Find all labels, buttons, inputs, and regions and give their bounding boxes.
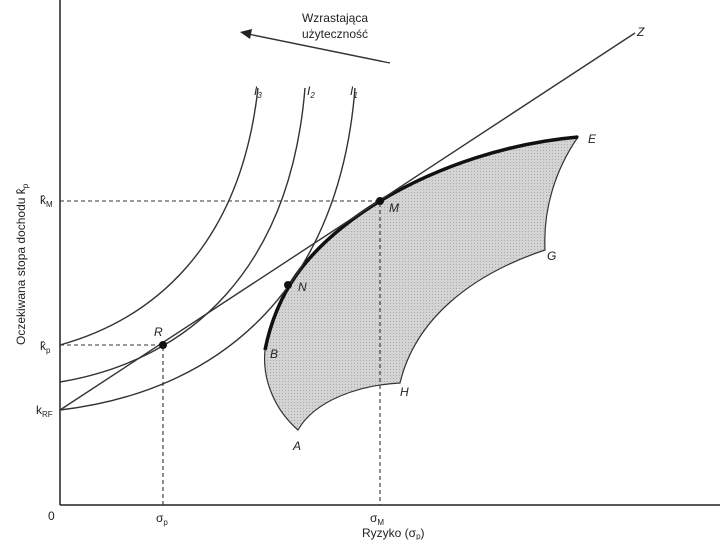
label-part: σ bbox=[156, 511, 164, 525]
point-label: G bbox=[547, 249, 556, 263]
label-part: ) bbox=[421, 526, 425, 540]
capital-market-line bbox=[59, 32, 636, 411]
point-label: E bbox=[588, 132, 597, 146]
label-part: k bbox=[36, 403, 43, 417]
indifference-curve bbox=[59, 87, 306, 383]
indifference-curve bbox=[59, 87, 356, 411]
utility-text: użyteczność bbox=[302, 27, 368, 41]
curve-label: I3 bbox=[254, 84, 262, 100]
y-tick-label: k̂p bbox=[40, 339, 51, 355]
point bbox=[376, 197, 384, 205]
label-part: M bbox=[377, 518, 384, 527]
point-label: B bbox=[270, 347, 278, 361]
label-part: 2 bbox=[309, 91, 315, 100]
label-part: I bbox=[350, 84, 354, 98]
origin-label: 0 bbox=[48, 509, 55, 523]
label-part: p bbox=[163, 518, 168, 527]
point-label: H bbox=[400, 385, 409, 399]
y-axis-label: Oczekiwana stopa dochodu k̂p bbox=[14, 183, 30, 345]
point-label: N bbox=[298, 280, 307, 294]
y-tick-label: kRF bbox=[36, 403, 53, 419]
y-tick-label: k̂M bbox=[40, 193, 53, 209]
point-label: Z bbox=[636, 25, 645, 39]
label-part: Ryzyko (σ bbox=[362, 526, 417, 540]
label-part: p bbox=[21, 183, 30, 188]
label-part: 3 bbox=[257, 91, 262, 100]
utility-arrow bbox=[247, 33, 391, 64]
label-part: I bbox=[254, 84, 258, 98]
arrow-head bbox=[240, 29, 252, 39]
x-tick-label: σp bbox=[156, 511, 168, 527]
label-part: I bbox=[307, 84, 311, 98]
point-label: A bbox=[292, 439, 301, 453]
utility-text: Wzrastająca bbox=[302, 11, 368, 25]
label-part: RF bbox=[42, 410, 53, 419]
point-label: R bbox=[154, 325, 163, 339]
x-axis-label: Ryzyko (σp) bbox=[362, 526, 425, 540]
point bbox=[284, 281, 292, 289]
label-part: p bbox=[46, 346, 51, 355]
label-part: 1 bbox=[353, 91, 357, 100]
point-label: M bbox=[389, 201, 399, 215]
label-part: p bbox=[416, 532, 421, 540]
indifference-curve bbox=[59, 87, 259, 346]
label-part: k̂ bbox=[40, 193, 47, 207]
curve-label: I1 bbox=[350, 84, 358, 100]
label-part: k̂ bbox=[40, 339, 47, 353]
guide-line bbox=[60, 200, 381, 505]
label-part: M bbox=[46, 200, 53, 209]
curve-label: I2 bbox=[307, 84, 315, 100]
x-tick-label: σM bbox=[370, 511, 384, 527]
point bbox=[159, 341, 167, 349]
label-part: σ bbox=[370, 511, 378, 525]
label-part: Oczekiwana stopa dochodu k̂ bbox=[14, 187, 28, 345]
